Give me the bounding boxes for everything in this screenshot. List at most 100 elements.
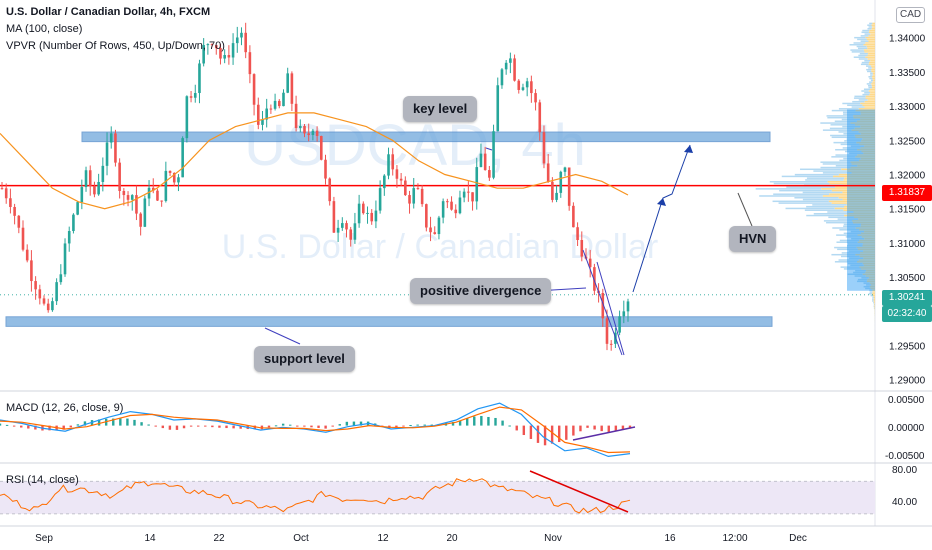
vpvr-down-bar bbox=[873, 298, 875, 300]
key-level-callout: key level bbox=[403, 96, 478, 122]
vpvr-indicator-label[interactable]: VPVR (Number Of Rows, 450, Up/Down, 70) bbox=[6, 40, 225, 52]
vpvr-up-bar bbox=[858, 99, 868, 101]
candle-up bbox=[479, 153, 483, 168]
vpvr-up-bar bbox=[823, 220, 853, 222]
vpvr-up-bar bbox=[869, 289, 873, 292]
candle-up bbox=[559, 171, 563, 193]
macd-histogram-bar bbox=[494, 417, 497, 426]
vpvr-down-bar bbox=[844, 177, 875, 179]
vpvr-down-bar bbox=[860, 132, 875, 135]
vpvr-down-bar bbox=[867, 58, 875, 60]
vpvr-up-bar bbox=[838, 108, 859, 110]
vpvr-up-bar bbox=[834, 261, 857, 263]
vpvr-up-bar bbox=[840, 143, 860, 146]
price-tick-2: 1.33000 bbox=[889, 102, 926, 113]
vpvr-down-bar bbox=[866, 280, 875, 283]
candle-up bbox=[374, 210, 378, 222]
candle-down bbox=[210, 44, 214, 46]
rsi-label[interactable]: RSI (14, close) bbox=[6, 474, 79, 486]
price-tick-1: 1.33500 bbox=[889, 68, 926, 79]
vpvr-up-bar bbox=[786, 186, 836, 188]
vpvr-down-bar bbox=[859, 266, 875, 268]
vpvr-down-bar bbox=[859, 239, 875, 242]
macd-histogram-bar bbox=[565, 425, 568, 440]
vpvr-up-bar bbox=[851, 237, 865, 240]
vpvr-down-bar bbox=[868, 90, 875, 92]
support-level-zone bbox=[5, 316, 773, 327]
candle-down bbox=[605, 318, 609, 344]
vpvr-down-bar bbox=[855, 136, 875, 139]
candle-down bbox=[189, 96, 193, 98]
vpvr-down-bar bbox=[872, 293, 875, 295]
candle-down bbox=[168, 170, 172, 173]
vpvr-down-bar bbox=[866, 38, 875, 41]
vpvr-down-bar bbox=[863, 257, 875, 259]
candle-up bbox=[462, 191, 466, 198]
vpvr-down-bar bbox=[841, 168, 875, 171]
macd-histogram-bar bbox=[182, 425, 186, 429]
macd-label[interactable]: MACD (12, 26, close, 9) bbox=[6, 402, 124, 414]
vpvr-up-bar bbox=[865, 287, 871, 290]
candle-up bbox=[72, 214, 75, 232]
divergence-line-price-b bbox=[596, 261, 625, 356]
vpvr-down-bar bbox=[858, 159, 875, 162]
hvn-callout: HVN bbox=[729, 226, 777, 252]
vpvr-up-bar bbox=[820, 161, 851, 163]
candle-up bbox=[357, 203, 361, 224]
candle-down bbox=[542, 132, 546, 164]
candle-up bbox=[273, 100, 277, 109]
vpvr-up-bar bbox=[802, 191, 843, 194]
candle-up bbox=[193, 93, 197, 98]
vpvr-down-bar bbox=[856, 120, 875, 123]
macd-histogram-bar bbox=[465, 418, 469, 426]
vpvr-up-bar bbox=[851, 51, 865, 53]
candle-down bbox=[21, 227, 25, 250]
macd-histogram-bar bbox=[133, 419, 136, 426]
time-tick-5: 20 bbox=[446, 533, 458, 544]
candle-up bbox=[504, 62, 508, 70]
vpvr-down-bar bbox=[862, 273, 875, 276]
vpvr-up-bar bbox=[785, 207, 835, 210]
macd-histogram-bar bbox=[197, 425, 200, 427]
vpvr-up-bar bbox=[847, 243, 863, 245]
vpvr-up-bar bbox=[870, 79, 874, 82]
price-tick-10: 1.29000 bbox=[889, 376, 926, 387]
macd-histogram-bar bbox=[168, 425, 172, 430]
vpvr-up-bar bbox=[841, 118, 861, 121]
macd-histogram-bar bbox=[27, 425, 30, 429]
vpvr-up-bar bbox=[820, 122, 851, 124]
candle-down bbox=[9, 198, 12, 207]
vpvr-down-bar bbox=[867, 54, 875, 57]
vpvr-down-bar bbox=[870, 92, 875, 94]
macd-histogram-bar bbox=[281, 423, 285, 426]
candle-down bbox=[46, 303, 50, 311]
candle-down bbox=[576, 227, 579, 241]
candle-down bbox=[294, 103, 298, 129]
vpvr-down-bar bbox=[828, 200, 875, 203]
vpvr-down-bar bbox=[865, 275, 875, 277]
vpvr-up-bar bbox=[830, 134, 855, 137]
vpvr-up-bar bbox=[802, 198, 843, 201]
macd-histogram-bar bbox=[204, 425, 207, 427]
candle-up bbox=[500, 69, 504, 86]
macd-histogram-bar bbox=[296, 425, 299, 427]
candle-down bbox=[395, 169, 399, 179]
vpvr-down-bar bbox=[872, 26, 875, 28]
ma-indicator-label[interactable]: MA (100, close) bbox=[6, 23, 83, 35]
macd-histogram-bar bbox=[607, 425, 610, 433]
vpvr-up-bar bbox=[794, 173, 839, 176]
candle-down bbox=[538, 102, 542, 133]
vpvr-down-bar bbox=[850, 122, 875, 124]
vpvr-up-bar bbox=[868, 293, 873, 295]
vpvr-down-bar bbox=[866, 269, 875, 272]
vpvr-up-bar bbox=[869, 291, 873, 293]
currency-badge[interactable]: CAD bbox=[896, 7, 926, 23]
vpvr-up-bar bbox=[866, 284, 871, 286]
vpvr-down-bar bbox=[857, 248, 875, 251]
macd-histogram-bar bbox=[543, 425, 547, 446]
vpvr-up-bar bbox=[806, 205, 845, 208]
candle-up bbox=[311, 130, 315, 136]
candle-up bbox=[202, 45, 205, 64]
vpvr-down-bar bbox=[863, 250, 875, 252]
macd-histogram-bar bbox=[621, 425, 625, 430]
